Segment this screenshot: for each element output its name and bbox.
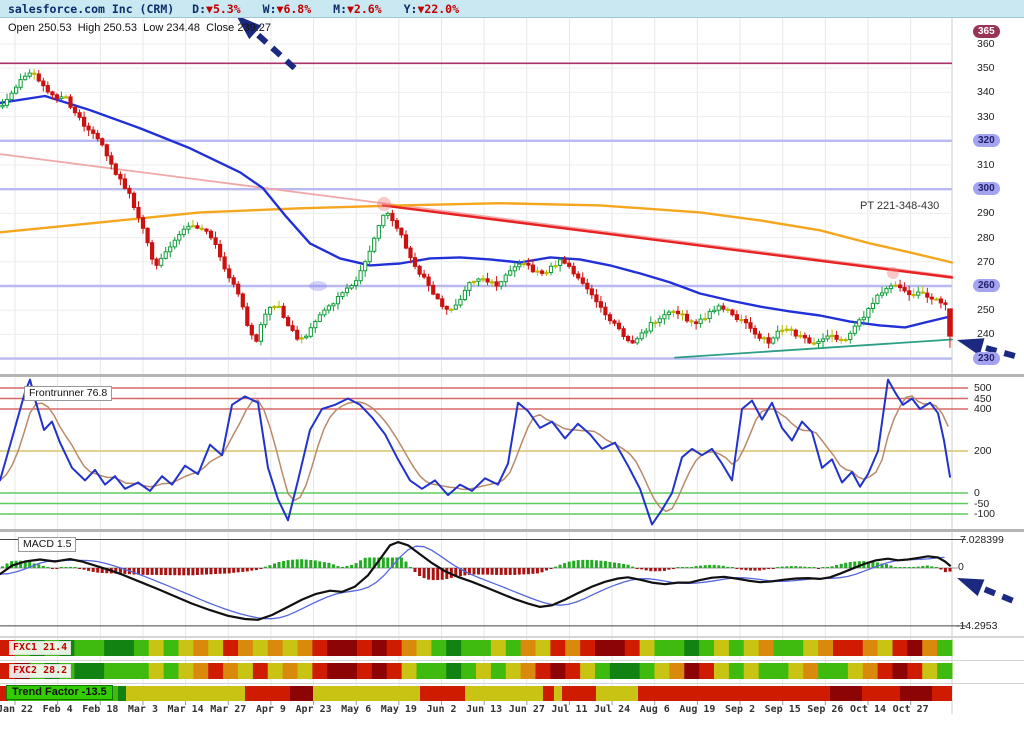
frontrunner-tick-400: 400	[974, 403, 992, 415]
annotation-arrow-shaft	[983, 586, 1018, 605]
period-label: Y:	[403, 1, 418, 16]
date-label: Apr 23	[295, 704, 332, 715]
price-badge-365: 365	[973, 24, 1000, 38]
date-label: May 6	[341, 704, 372, 715]
frontrunner-tick--100: -100	[974, 508, 996, 520]
date-label: Jul 24	[594, 704, 631, 715]
price-tick-270: 270	[977, 255, 995, 268]
date-label: Jul 11	[551, 704, 588, 715]
frontrunner-tick--50: -50	[974, 497, 990, 510]
date-label: Jun 27	[508, 704, 545, 715]
period-change: W:▼6.8%	[263, 2, 311, 16]
date-label: Oct 27	[892, 704, 929, 715]
annotation-arrow-shaft	[985, 345, 1023, 361]
annotation-arrow-head	[957, 578, 985, 597]
macd-min-label: -14.2953	[956, 620, 998, 632]
fxc1-strip	[0, 640, 953, 656]
macd-zero-label: 0	[958, 561, 964, 573]
date-label: Jan 22	[0, 704, 34, 715]
highlight-dot	[309, 281, 327, 291]
date-label: Mar 14	[167, 704, 204, 715]
fxc1-label: FXC1 21.4	[9, 641, 72, 655]
symbol-title: salesforce.com Inc (CRM)	[8, 1, 175, 16]
frontrunner-tick-450: 450	[974, 392, 992, 405]
date-label: Oct 14	[849, 704, 887, 715]
trend-factor-strip	[0, 686, 952, 701]
price-badge-260: 260	[973, 279, 1000, 292]
date-label: Aug 19	[679, 704, 716, 715]
date-label: Mar 3	[127, 704, 158, 715]
frontrunner-tick-200: 200	[974, 445, 992, 457]
frontrunner-signal-line	[0, 395, 949, 513]
date-label: Jun 13	[466, 704, 503, 715]
annotation-arrow-head	[957, 338, 985, 356]
support-line-teal	[674, 338, 953, 359]
price-target-label: PT 221-348-430	[860, 200, 940, 212]
price-tick-330: 330	[977, 110, 995, 123]
period-label: D:	[192, 1, 207, 16]
price-tick-250: 250	[977, 304, 995, 317]
annotation-arrow-shaft	[256, 32, 303, 76]
price-tick-350: 350	[977, 62, 995, 75]
date-label: Mar 27	[210, 704, 247, 715]
highlight-dot	[887, 267, 899, 279]
period-value: ▼5.3%	[206, 1, 241, 16]
price-badge-300: 300	[973, 182, 1000, 196]
period-change: M:▼2.6%	[333, 2, 381, 16]
period-label: M:	[333, 1, 347, 16]
trend-factor-label: Trend Factor -13.5	[6, 685, 113, 700]
price-badge-230: 230	[973, 351, 1000, 365]
trendline-red	[381, 204, 954, 279]
date-label: Feb 18	[82, 704, 119, 715]
period-value: ▼2.6%	[347, 1, 382, 16]
panel-separator	[0, 636, 1024, 638]
date-label: Sep 15	[764, 704, 801, 715]
price-tick-360: 360	[977, 38, 995, 50]
price-tick-310: 310	[977, 159, 995, 171]
ma200-line	[0, 201, 954, 264]
period-change: Y:▼22.0%	[404, 2, 459, 16]
macd-label: MACD 1.5	[18, 537, 77, 552]
period-value: ▼6.8%	[276, 1, 312, 16]
date-label: Sep 26	[807, 704, 844, 715]
highlight-dot	[377, 197, 391, 211]
macd-signal-line	[0, 545, 945, 620]
fxc2-label: FXC2 28.2	[9, 664, 72, 678]
period-change-badges: D:▼5.3% W:▼6.8% M:▼2.6% Y:▼22.0%	[192, 2, 459, 16]
price-tick-280: 280	[977, 231, 995, 244]
symbol-header-bar: salesforce.com Inc (CRM) D:▼5.3% W:▼6.8% M…	[0, 0, 1024, 18]
date-label: Jun 2	[426, 704, 457, 715]
candlesticks	[0, 69, 953, 349]
price-tick-340: 340	[977, 86, 995, 99]
macd-line	[0, 540, 952, 621]
date-label: May 19	[380, 704, 417, 715]
price-tick-290: 290	[977, 207, 995, 220]
frontrunner-line	[0, 378, 951, 526]
frontrunner-tick-500: 500	[974, 382, 992, 394]
frontrunner-label: Frontrunner 76.8	[24, 386, 113, 401]
price-badge-320: 320	[973, 133, 1000, 147]
date-label: Feb 4	[42, 704, 73, 715]
ma50-line	[0, 94, 952, 329]
trendline-pink	[0, 153, 953, 278]
panel-separator	[0, 529, 1024, 532]
date-label: Aug 6	[639, 704, 670, 715]
fxc2-strip	[0, 663, 953, 679]
annotation-arrow-head	[236, 15, 262, 40]
panel-separator	[0, 374, 1024, 377]
period-label: W:	[262, 1, 277, 16]
frontrunner-tick-0: 0	[974, 487, 980, 499]
ohlc-readout: Open 250.53 High 250.53 Low 234.48 Close…	[8, 22, 271, 34]
macd-max-label: 7.028399	[960, 534, 1004, 546]
period-change: D:▼5.3%	[192, 2, 240, 16]
date-label: Apr 9	[255, 704, 286, 715]
period-value: ▼22.0%	[417, 1, 460, 16]
date-label: Sep 2	[724, 704, 756, 715]
price-tick-240: 240	[977, 328, 995, 341]
